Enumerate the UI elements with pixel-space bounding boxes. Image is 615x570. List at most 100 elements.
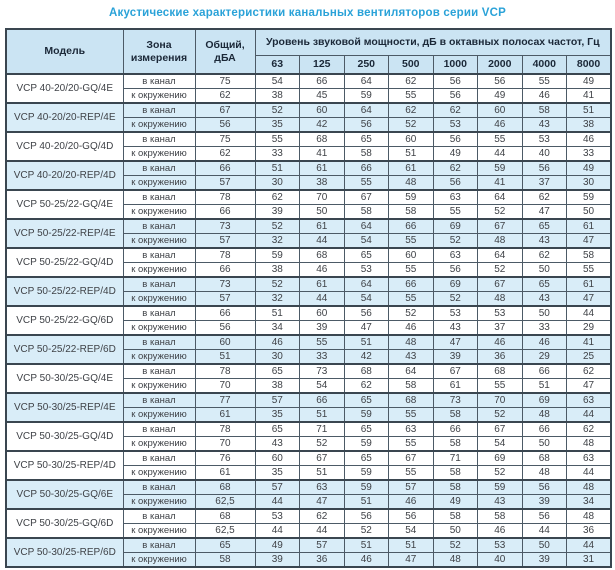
level-cell-1000hz: 49 — [432, 494, 478, 510]
level-cell-500hz: 66 — [388, 218, 434, 234]
level-cell-125hz: 50 — [299, 204, 345, 220]
level-cell-8000hz: 44 — [566, 537, 612, 553]
measurement-zone-cell: к окружению — [122, 262, 196, 278]
measurement-zone-cell: в канал — [122, 189, 196, 205]
level-cell-8000hz: 59 — [566, 189, 612, 205]
level-cell-8000hz: 49 — [566, 73, 612, 89]
level-cell-1000hz: 47 — [432, 334, 478, 350]
level-cell-63hz: 35 — [254, 117, 300, 133]
level-cell-8000hz: 47 — [566, 291, 612, 307]
level-cell-1000hz: 58 — [432, 465, 478, 481]
table-row: к окружению 70 38 54 62 58 61 55 51 47 — [6, 378, 612, 394]
measurement-zone-cell: в канал — [122, 102, 196, 118]
level-cell-8000hz: 48 — [566, 436, 612, 452]
level-cell-250hz: 51 — [343, 334, 389, 350]
level-cell-2000hz: 46 — [477, 334, 523, 350]
measurement-zone-cell: в канал — [122, 392, 196, 408]
measurement-zone-cell: к окружению — [122, 88, 196, 104]
level-cell-63hz: 34 — [254, 320, 300, 336]
table-row: VCP 40-20/20-GQ/4E в канал 75 54 66 64 62 56 56 5… — [5, 73, 612, 104]
measurement-zone-cell: в канал — [122, 247, 196, 263]
level-cell-1000hz: 63 — [432, 247, 478, 263]
level-cell-2000hz: 64 — [477, 189, 523, 205]
level-cell-250hz: 65 — [343, 247, 389, 263]
level-cell-4000hz: 47 — [521, 204, 567, 220]
level-cell-125hz: 46 — [299, 262, 345, 278]
level-cell-4000hz: 33 — [521, 320, 567, 336]
level-cell-4000hz: 62 — [521, 247, 567, 263]
table-header: Модель Зона измерения Общий, дБА Уровень… — [5, 28, 612, 75]
level-cell-1000hz: 49 — [432, 146, 478, 162]
model-cell: VCP 50-25/22-GQ/4E — [5, 189, 124, 220]
level-cell-4000hz: 55 — [521, 73, 567, 89]
level-cell-8000hz: 55 — [566, 262, 612, 278]
level-cell-1000hz: 66 — [432, 421, 478, 437]
table-row: VCP 40-20/20-REP/4D в канал 66 51 61 66 61 62 59… — [5, 160, 612, 191]
model-cell: VCP 50-25/22-REP/6D — [5, 334, 124, 365]
level-cell-8000hz: 44 — [566, 305, 612, 321]
level-cell-2000hz: 55 — [477, 131, 523, 147]
measurement-zone-cell: в канал — [122, 276, 196, 292]
level-cell-1000hz: 58 — [432, 436, 478, 452]
level-cell-250hz: 46 — [343, 552, 389, 568]
level-cell-63hz: 62 — [254, 189, 300, 205]
level-cell-125hz: 55 — [299, 334, 345, 350]
table-row: к окружению 62,5 44 47 51 46 49 43 39 34 — [6, 494, 612, 510]
level-cell-125hz: 42 — [299, 117, 345, 133]
level-cell-500hz: 68 — [388, 392, 434, 408]
level-cell-125hz: 61 — [299, 276, 345, 292]
level-cell-63hz: 52 — [254, 218, 300, 234]
level-cell-1000hz: 58 — [432, 407, 478, 423]
level-cell-8000hz: 63 — [566, 450, 612, 466]
level-cell-63hz: 60 — [254, 450, 300, 466]
total-dba-cell: 61 — [194, 407, 256, 423]
freq-header-1000: 1000 — [432, 54, 478, 75]
level-cell-4000hz: 29 — [521, 349, 567, 365]
level-cell-250hz: 64 — [343, 73, 389, 89]
level-cell-250hz: 66 — [343, 160, 389, 176]
level-cell-63hz: 54 — [254, 73, 300, 89]
level-cell-2000hz: 56 — [477, 73, 523, 89]
level-cell-250hz: 65 — [343, 450, 389, 466]
level-cell-2000hz: 48 — [477, 291, 523, 307]
level-cell-63hz: 38 — [254, 262, 300, 278]
level-cell-250hz: 64 — [343, 276, 389, 292]
level-cell-125hz: 41 — [299, 146, 345, 162]
total-dba-cell: 57 — [194, 175, 256, 191]
model-cell: VCP 50-25/22-REP/4D — [5, 276, 124, 307]
model-cell: VCP 50-30/25-REP/4E — [5, 392, 124, 423]
level-cell-4000hz: 66 — [521, 421, 567, 437]
level-cell-2000hz: 52 — [477, 465, 523, 481]
total-dba-cell: 77 — [194, 392, 256, 408]
freq-header-63: 63 — [254, 54, 300, 75]
level-cell-8000hz: 48 — [566, 508, 612, 524]
level-cell-250hz: 52 — [343, 523, 389, 539]
level-cell-4000hz: 56 — [521, 160, 567, 176]
level-cell-500hz: 62 — [388, 73, 434, 89]
level-cell-8000hz: 47 — [566, 233, 612, 249]
table-row: к окружению 61 35 51 59 55 58 52 48 44 — [6, 465, 612, 481]
level-cell-2000hz: 46 — [477, 523, 523, 539]
level-cell-2000hz: 55 — [477, 378, 523, 394]
level-cell-63hz: 30 — [254, 349, 300, 365]
measurement-zone-cell: в канал — [122, 537, 196, 553]
level-cell-63hz: 44 — [254, 494, 300, 510]
level-cell-500hz: 55 — [388, 465, 434, 481]
freq-header-4000: 4000 — [521, 54, 567, 75]
total-dba-column-header: Общий, дБА — [194, 28, 256, 75]
level-cell-500hz: 63 — [388, 421, 434, 437]
level-cell-2000hz: 36 — [477, 349, 523, 365]
level-cell-1000hz: 53 — [432, 305, 478, 321]
total-dba-cell: 60 — [194, 334, 256, 350]
model-cell: VCP 40-20/20-REP/4D — [5, 160, 124, 191]
level-cell-125hz: 60 — [299, 102, 345, 118]
level-cell-125hz: 67 — [299, 450, 345, 466]
level-cell-63hz: 44 — [254, 523, 300, 539]
level-cell-8000hz: 34 — [566, 494, 612, 510]
level-cell-1000hz: 67 — [432, 363, 478, 379]
model-cell: VCP 40-20/20-GQ/4E — [5, 73, 124, 104]
level-cell-500hz: 54 — [388, 523, 434, 539]
total-dba-cell: 62 — [194, 88, 256, 104]
total-dba-cell: 65 — [194, 537, 256, 553]
measurement-zone-cell: в канал — [122, 421, 196, 437]
